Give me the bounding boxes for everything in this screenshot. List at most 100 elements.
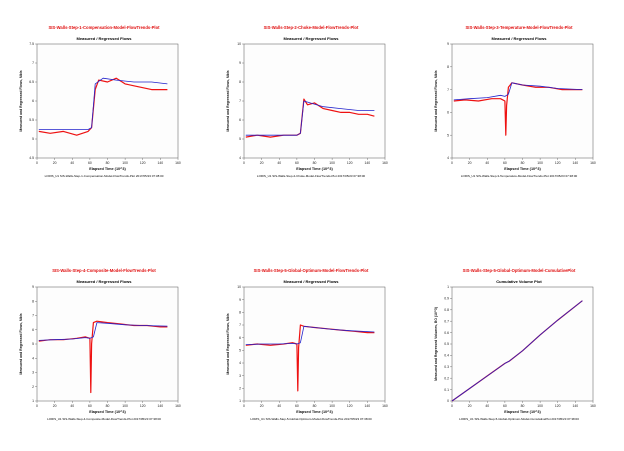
- x-tick-label: 100: [537, 161, 543, 165]
- y-tick-label: 3: [239, 374, 241, 378]
- chart-title: SIS-Walls-Step-2-Choke-Model-FlowTrends-…: [263, 25, 359, 30]
- y-tick-label: 1: [239, 399, 241, 403]
- y-tick-label: 0.4: [444, 354, 449, 358]
- y-tick-label: 3: [32, 371, 34, 375]
- x-tick-label: 120: [347, 404, 353, 408]
- y-tick-label: 7: [239, 99, 241, 103]
- chart-subtitle: Measured / Regressed Flows: [283, 279, 339, 284]
- plot-area: 0 20 40 60 80 100 120 140 160 4 5 6 7 8 9 10 Elapsed Tim…: [226, 42, 388, 171]
- x-tick-label: 120: [555, 404, 561, 408]
- y-tick-label: 0.8: [444, 308, 449, 312]
- chart-subtitle: Measured / Regressed Flows: [76, 279, 132, 284]
- plot-area: 0 20 40 60 80 100 120 140 160 0 0.1 0.2 0.3 0.4 0.5 0.6…: [434, 285, 596, 414]
- chart-panel-step-5-flow: SIS-Walls-Step-5-Global-Optimum-Model-Fl…: [222, 268, 400, 428]
- y-tick-label: 4.5: [29, 156, 34, 160]
- x-axis-label: Elapsed Time (10^3): [296, 410, 333, 414]
- plot-area: 0 20 40 60 80 100 120 140 160 4 5 6 7 8 9 Elapsed Time …: [434, 42, 596, 171]
- chart-footer: LORIS_U1 SIS-Walls-Step-5-Global-Optimum…: [250, 417, 372, 421]
- y-tick-label: 0.3: [444, 365, 449, 369]
- y-tick-label: 8: [239, 311, 241, 315]
- y-tick-label: 6: [239, 118, 241, 122]
- y-tick-label: 1: [32, 399, 34, 403]
- x-tick-label: 80: [313, 161, 317, 165]
- y-tick-label: 9: [32, 285, 34, 289]
- y-tick-label: 2: [239, 387, 241, 391]
- x-axis-label: Elapsed Time (10^3): [504, 410, 541, 414]
- y-tick-label: 0: [447, 399, 449, 403]
- x-tick-label: 140: [365, 161, 371, 165]
- x-tick-label: 60: [503, 161, 507, 165]
- x-tick-label: 60: [88, 404, 92, 408]
- x-axis-label: Elapsed Time (10^3): [504, 167, 541, 171]
- series-line-1: [245, 98, 375, 138]
- x-tick-label: 140: [158, 404, 164, 408]
- chart-footer: LORIS_U1 SIS-Walls-Step-5-Global-Optimum…: [459, 417, 579, 421]
- x-tick-label: 0: [243, 161, 245, 165]
- x-tick-label: 60: [295, 161, 299, 165]
- y-tick-label: 5: [32, 342, 34, 346]
- x-tick-label: 40: [485, 404, 489, 408]
- chart-title: SIS-Walls-Step-1-Compensation-Model-Flow…: [48, 25, 160, 30]
- x-axis-label: Elapsed Time (10^3): [296, 167, 333, 171]
- x-tick-label: 40: [70, 404, 74, 408]
- x-tick-label: 20: [468, 161, 472, 165]
- x-tick-label: 20: [53, 161, 57, 165]
- y-tick-label: 5: [239, 349, 241, 353]
- y-tick-label: 7.5: [29, 42, 34, 46]
- x-tick-label: 80: [521, 161, 525, 165]
- chart-panel-step-5-cumulative: SIS-Walls-Step-5-Global-Optimum-Model-Cu…: [430, 268, 608, 428]
- y-tick-label: 6: [447, 111, 449, 115]
- series-line-1: [38, 77, 168, 136]
- y-tick-label: 4: [32, 356, 34, 360]
- y-tick-label: 8: [32, 299, 34, 303]
- x-tick-label: 0: [451, 161, 453, 165]
- chart-footer: LORIS_U1 SIS-Walls-Step-3-Temperature-Mo…: [460, 174, 578, 178]
- chart-title: SIS-Walls-Step-3-Temperature-Model-FlowT…: [465, 25, 573, 30]
- x-tick-label: 120: [140, 404, 146, 408]
- plot-area: 0 20 40 60 80 100 120 140 160 4.5 5 5.5 6 6.5 7 7.5 Elap…: [19, 42, 181, 171]
- series-line-2: [245, 100, 375, 136]
- y-tick-label: 7: [447, 88, 449, 92]
- y-tick-label: 6: [32, 99, 34, 103]
- x-tick-label: 160: [382, 161, 388, 165]
- x-tick-label: 100: [329, 161, 335, 165]
- x-tick-label: 0: [243, 404, 245, 408]
- x-tick-label: 160: [382, 404, 388, 408]
- series-line-2: [451, 300, 583, 402]
- y-tick-label: 0.9: [444, 297, 449, 301]
- chart-panel-step-3: SIS-Walls-Step-3-Temperature-Model-FlowT…: [430, 25, 608, 185]
- x-tick-label: 140: [573, 161, 579, 165]
- x-axis-label: Elapsed Time (10^3): [89, 167, 126, 171]
- x-tick-label: 20: [260, 161, 264, 165]
- x-tick-label: 140: [365, 404, 371, 408]
- chart-subtitle: Measured / Regressed Flows: [491, 36, 547, 41]
- y-tick-label: 9: [239, 61, 241, 65]
- y-tick-label: 4: [239, 156, 241, 160]
- x-tick-label: 100: [329, 404, 335, 408]
- y-axis-label: Measured and Regressed Flows, Mbls: [19, 313, 23, 374]
- x-tick-label: 60: [503, 404, 507, 408]
- chart-title: SIS-Walls-Step-5-Global-Optimum-Model-Fl…: [253, 268, 369, 273]
- plot-frame: [36, 43, 179, 159]
- chart-subtitle: Cumulative Volume Plot: [496, 279, 542, 284]
- y-axis-label: Measured and Regressed Flows, Mbls: [19, 70, 23, 131]
- y-tick-label: 0.7: [444, 319, 449, 323]
- y-tick-label: 0.5: [444, 342, 449, 346]
- y-tick-label: 5: [447, 133, 449, 137]
- x-tick-label: 80: [521, 404, 525, 408]
- y-tick-label: 5.5: [29, 118, 34, 122]
- x-tick-label: 160: [175, 161, 181, 165]
- x-tick-label: 100: [122, 404, 128, 408]
- series-line-2: [245, 325, 375, 345]
- plot-frame: [451, 286, 594, 402]
- chart-panel-step-2: SIS-Walls-Step-2-Choke-Model-FlowTrends-…: [222, 25, 400, 185]
- y-tick-label: 10: [237, 42, 241, 46]
- y-tick-label: 9: [239, 298, 241, 302]
- x-tick-label: 80: [106, 161, 110, 165]
- series-line-2: [38, 322, 168, 341]
- y-tick-label: 4: [239, 361, 241, 365]
- y-tick-label: 0.1: [444, 388, 449, 392]
- x-tick-label: 20: [468, 404, 472, 408]
- y-tick-label: 7: [239, 323, 241, 327]
- chart-subtitle: Measured / Regressed Flows: [283, 36, 339, 41]
